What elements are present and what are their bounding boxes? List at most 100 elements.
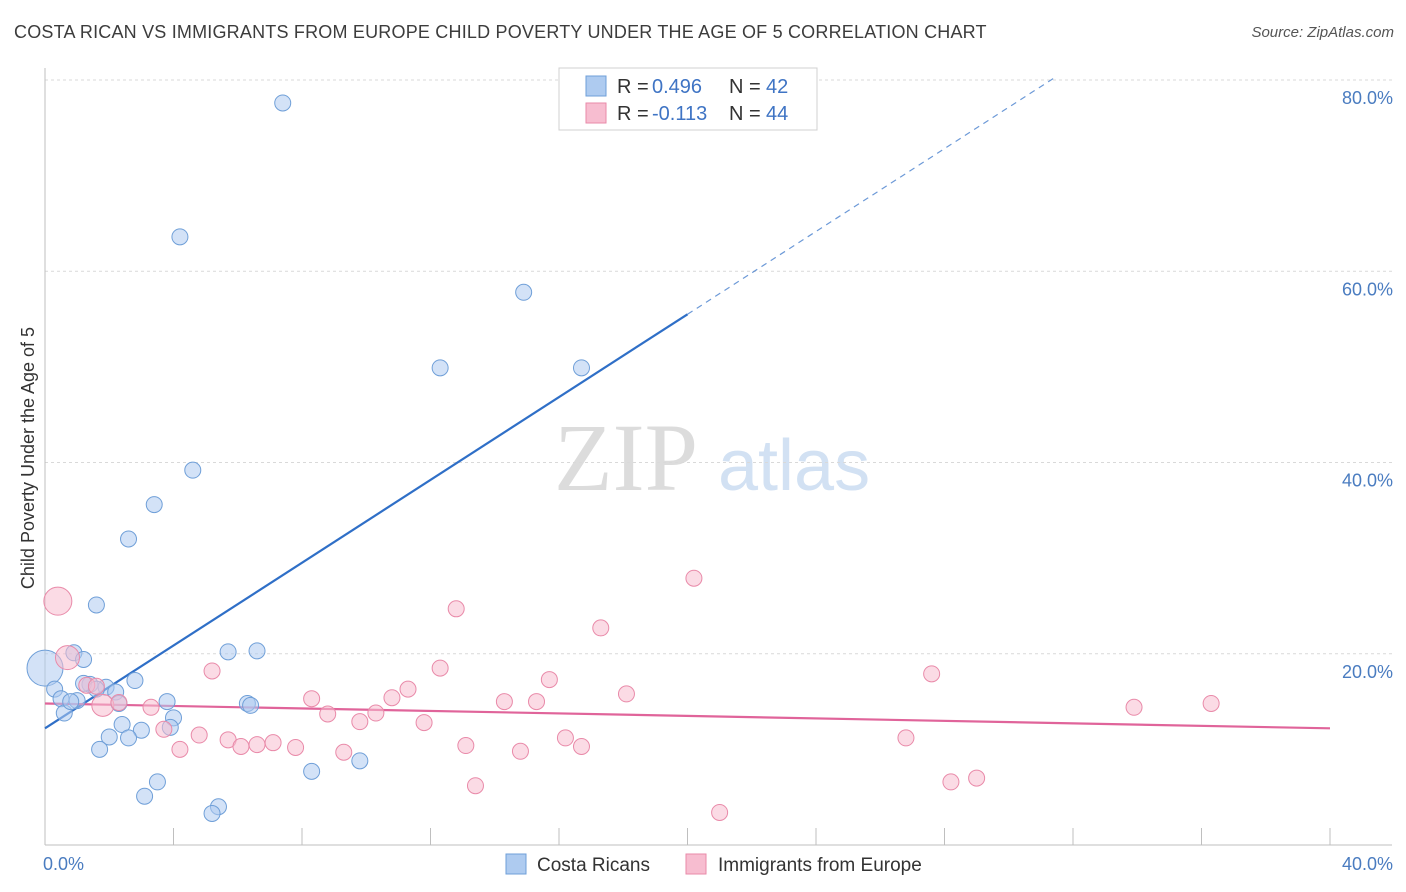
- legend-r-value-2: -0.113: [652, 103, 707, 125]
- point-immigrants-32: [572, 738, 590, 756]
- point-immigrants-26: [466, 777, 484, 795]
- data-points: [26, 94, 1220, 822]
- source-label: Source: ZipAtlas.com: [1251, 24, 1394, 41]
- bottom-legend-immigrants: Immigrants from Europe: [718, 855, 922, 876]
- point-immigrants-33: [592, 619, 610, 637]
- point-immigrants-9: [203, 662, 221, 680]
- x-tick-label-max: 40.0%: [1342, 854, 1393, 874]
- point-immigrants-14: [287, 738, 305, 756]
- point-costa-ricans-31: [120, 729, 138, 747]
- chart-title: COSTA RICAN VS IMMIGRANTS FROM EUROPE CH…: [14, 22, 987, 42]
- point-immigrants-16: [319, 705, 337, 723]
- point-immigrants-25: [457, 737, 475, 755]
- point-costa-ricans-3: [431, 359, 449, 377]
- point-costa-ricans-4: [572, 359, 590, 377]
- axes: 20.0% 40.0% 60.0% 80.0% 0.0% 40.0%: [43, 68, 1393, 874]
- point-immigrants-40: [968, 769, 986, 787]
- bottom-swatch-blue: [505, 853, 527, 875]
- gridlines: [45, 79, 1392, 655]
- point-costa-ricans-1: [171, 228, 189, 246]
- point-costa-ricans-34: [351, 752, 369, 770]
- point-immigrants-28: [511, 742, 529, 760]
- legend-n-value-1: 42: [766, 76, 788, 98]
- legend-r-label-2: R =: [617, 103, 649, 125]
- point-immigrants-18: [351, 713, 369, 731]
- y-tick-label-80: 80.0%: [1342, 88, 1393, 108]
- point-costa-ricans-32: [91, 740, 109, 758]
- y-tick-label-40: 40.0%: [1342, 471, 1393, 491]
- point-costa-ricans-6: [145, 496, 163, 514]
- point-costa-ricans-2: [515, 283, 533, 301]
- point-immigrants-37: [897, 729, 915, 747]
- point-immigrants-27: [495, 693, 513, 711]
- series-legend: Costa Ricans Immigrants from Europe: [505, 853, 922, 876]
- point-immigrants-21: [399, 680, 417, 698]
- point-immigrants-20: [383, 689, 401, 707]
- point-immigrants-23: [431, 659, 449, 677]
- point-immigrants-7: [171, 740, 189, 758]
- trend-line-costa-ricans-extension: [687, 75, 1058, 315]
- point-immigrants-22: [415, 714, 433, 732]
- legend-swatch-blue: [585, 75, 607, 97]
- x-tick-label-min: 0.0%: [43, 854, 84, 874]
- legend-r-label-1: R =: [617, 76, 649, 98]
- point-immigrants-6: [155, 720, 173, 738]
- point-costa-ricans-0: [274, 94, 292, 112]
- y-axis-label: Child Poverty Under the Age of 5: [18, 327, 38, 589]
- point-costa-ricans-22: [158, 693, 176, 711]
- point-immigrants-19: [367, 704, 385, 722]
- point-immigrants-24: [447, 600, 465, 618]
- point-costa-ricans-38: [203, 804, 221, 822]
- point-immigrants-43: [87, 677, 105, 695]
- point-immigrants-38: [923, 665, 941, 683]
- point-immigrants-34: [617, 685, 635, 703]
- point-costa-ricans-8: [87, 596, 105, 614]
- point-immigrants-30: [540, 671, 558, 689]
- point-immigrants-0: [43, 586, 73, 616]
- point-costa-ricans-33: [303, 762, 321, 780]
- point-immigrants-36: [711, 803, 729, 821]
- point-immigrants-12: [248, 736, 266, 754]
- point-costa-ricans-36: [136, 787, 154, 805]
- trend-line-costa-ricans: [44, 313, 689, 730]
- bottom-legend-costa-ricans: Costa Ricans: [537, 855, 650, 876]
- point-costa-ricans-30: [100, 728, 118, 746]
- point-immigrants-35: [685, 569, 703, 587]
- point-immigrants-11: [232, 738, 250, 756]
- legend-n-label-1: N =: [729, 76, 761, 98]
- point-costa-ricans-40: [62, 693, 80, 711]
- point-immigrants-5: [142, 698, 160, 716]
- point-costa-ricans-7: [120, 530, 138, 548]
- point-immigrants-1: [54, 645, 80, 671]
- y-tick-label-20: 20.0%: [1342, 662, 1393, 682]
- point-costa-ricans-35: [148, 773, 166, 791]
- point-immigrants-17: [335, 743, 353, 761]
- point-costa-ricans-9: [219, 643, 237, 661]
- point-immigrants-41: [1125, 698, 1143, 716]
- point-immigrants-4: [110, 694, 128, 712]
- point-immigrants-31: [556, 729, 574, 747]
- legend-n-label-2: N =: [729, 103, 761, 125]
- point-immigrants-42: [1202, 694, 1220, 712]
- point-immigrants-3: [91, 693, 115, 717]
- watermark-atlas: atlas: [718, 426, 870, 506]
- watermark-zip: ZIP: [554, 404, 698, 511]
- trend-line-immigrants-from-europe: [44, 702, 1331, 730]
- point-immigrants-39: [942, 773, 960, 791]
- point-costa-ricans-24: [242, 696, 260, 714]
- point-immigrants-13: [264, 734, 282, 752]
- trend-lines: [44, 75, 1331, 730]
- legend-r-value-1: 0.496: [652, 76, 702, 98]
- legend-n-value-2: 44: [766, 103, 788, 125]
- correlation-legend: R = 0.496 N = 42 R = -0.113 N = 44: [558, 67, 818, 131]
- point-immigrants-15: [303, 690, 321, 708]
- y-tick-label-60: 60.0%: [1342, 279, 1393, 299]
- point-immigrants-29: [528, 693, 546, 711]
- point-immigrants-8: [190, 726, 208, 744]
- legend-swatch-pink: [585, 102, 607, 124]
- point-costa-ricans-5: [184, 461, 202, 479]
- point-costa-ricans-28: [132, 721, 150, 739]
- point-costa-ricans-10: [248, 642, 266, 660]
- bottom-swatch-pink: [685, 853, 707, 875]
